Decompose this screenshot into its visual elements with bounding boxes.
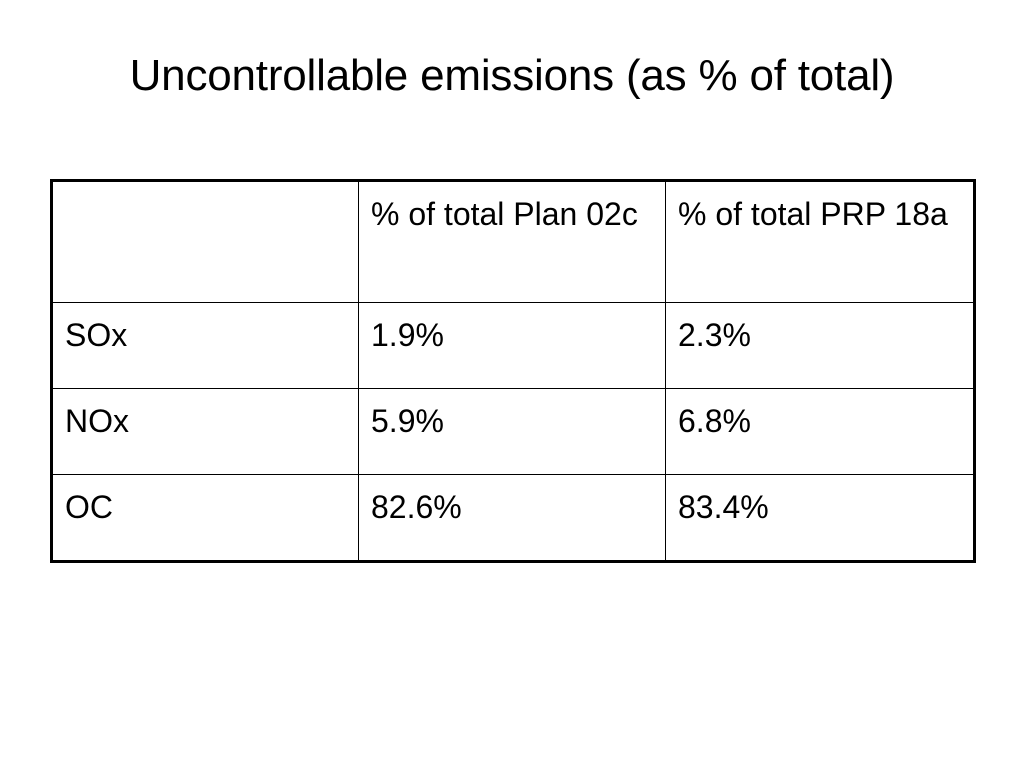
emissions-table: % of total Plan 02c % of total PRP 18a S… bbox=[50, 179, 976, 563]
slide-title: Uncontrollable emissions (as % of total) bbox=[129, 51, 895, 100]
cell-plan-02c: 1.9% bbox=[358, 302, 666, 389]
cell-prp-18a: 83.4% bbox=[665, 474, 975, 562]
header-cell-empty bbox=[51, 180, 359, 303]
cell-plan-02c: 82.6% bbox=[358, 474, 666, 562]
table-header-row: % of total Plan 02c % of total PRP 18a bbox=[51, 180, 975, 303]
row-label: OC bbox=[51, 474, 359, 562]
row-label: SOx bbox=[51, 302, 359, 389]
table-row: OC 82.6% 83.4% bbox=[51, 474, 975, 562]
header-cell-prp-18a: % of total PRP 18a bbox=[665, 180, 975, 303]
table-row: SOx 1.9% 2.3% bbox=[51, 302, 975, 389]
row-label: NOx bbox=[51, 388, 359, 475]
header-cell-plan-02c: % of total Plan 02c bbox=[358, 180, 666, 303]
cell-prp-18a: 6.8% bbox=[665, 388, 975, 475]
cell-prp-18a: 2.3% bbox=[665, 302, 975, 389]
table-row: NOx 5.9% 6.8% bbox=[51, 388, 975, 475]
cell-plan-02c: 5.9% bbox=[358, 388, 666, 475]
